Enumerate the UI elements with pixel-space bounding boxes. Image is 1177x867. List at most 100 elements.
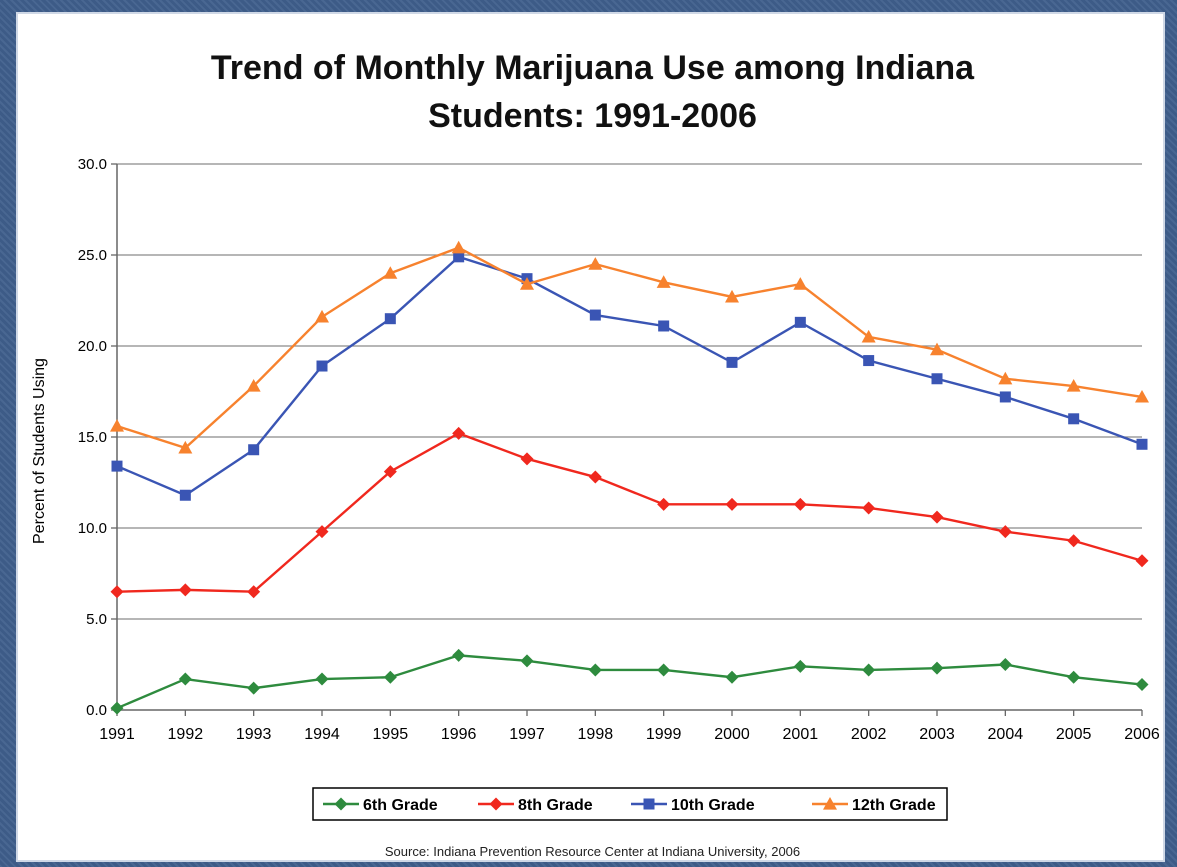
data-point [999, 391, 1011, 403]
x-tick-label: 2006 [1124, 726, 1160, 743]
legend: 6th Grade 8th Grade 10th Grade 12th Grade [312, 787, 948, 821]
x-tick-label: 2005 [1056, 726, 1092, 743]
legend-label: 8th Grade [518, 797, 593, 814]
legend-item: 6th Grade [323, 797, 438, 814]
x-tick-label: 1999 [646, 726, 682, 743]
x-tick-label: 1996 [441, 726, 477, 743]
data-point [110, 585, 124, 599]
data-point [931, 373, 943, 385]
x-tick-label: 2001 [783, 726, 819, 743]
x-tick-label: 2003 [919, 726, 955, 743]
data-point [383, 670, 397, 684]
y-tick-label: 10.0 [78, 520, 107, 537]
data-point [861, 329, 876, 343]
x-tick-label: 1997 [509, 726, 545, 743]
x-tick-label: 2002 [851, 726, 887, 743]
data-point [452, 648, 466, 662]
series-line [116, 246, 1143, 450]
y-tick-label: 25.0 [78, 247, 107, 264]
x-tick-label: 1992 [168, 726, 204, 743]
data-point [793, 277, 808, 290]
data-point [588, 470, 602, 484]
data-point [1067, 534, 1081, 548]
data-point [588, 663, 602, 677]
data-point [725, 289, 739, 303]
x-tick-label: 1993 [236, 726, 272, 743]
data-point [384, 313, 396, 325]
data-point [520, 654, 534, 668]
data-point [316, 360, 328, 372]
data-point [794, 316, 806, 328]
data-point [863, 355, 875, 367]
series-6th-grade [110, 648, 1149, 715]
data-point [930, 510, 944, 524]
y-tick-label: 20.0 [78, 338, 107, 355]
y-axis-label: Percent of Students Using [31, 358, 48, 544]
data-point [1135, 389, 1149, 403]
legend-item: 10th Grade [631, 797, 755, 814]
data-point [793, 497, 807, 511]
data-point [315, 525, 329, 539]
data-point [793, 659, 807, 673]
series-10th-grade [111, 251, 1148, 501]
axes [111, 163, 1143, 716]
data-point [383, 465, 397, 479]
data-point [1136, 438, 1148, 450]
legend-marker [643, 798, 655, 810]
x-tick-label: 1991 [99, 726, 135, 743]
data-point [1066, 379, 1081, 392]
series-line [116, 654, 1143, 710]
legend-item: 12th Grade [812, 797, 936, 814]
data-point [998, 658, 1012, 671]
data-point [520, 277, 534, 290]
data-point [725, 670, 739, 684]
y-tick-labels: 0.0 5.0 10.0 15.0 20.0 25.0 30.0 [78, 156, 107, 719]
data-point [726, 356, 738, 368]
data-point [1135, 554, 1149, 568]
data-point [930, 661, 944, 675]
grid-lines [117, 163, 1142, 620]
data-point [998, 525, 1012, 539]
data-point [1067, 670, 1081, 684]
data-point [452, 426, 466, 440]
y-tick-label: 15.0 [78, 429, 107, 446]
chart-title-line-2: Students: 1991-2006 [428, 97, 757, 135]
legend-label: 6th Grade [363, 797, 438, 814]
x-tick-label: 1995 [373, 726, 409, 743]
series-12th-grade [110, 240, 1149, 454]
legend-marker [489, 797, 503, 811]
data-point [657, 663, 671, 677]
data-point [248, 444, 260, 456]
data-point [656, 275, 671, 288]
data-point [247, 585, 261, 599]
data-point [998, 371, 1013, 385]
source-note: Source: Indiana Prevention Resource Cent… [384, 844, 801, 859]
x-tick-label: 2004 [988, 726, 1024, 743]
data-point [110, 701, 124, 715]
legend-item: 8th Grade [478, 797, 593, 814]
data-point [451, 240, 466, 254]
legend-marker [823, 797, 837, 810]
y-tick-label: 0.0 [86, 702, 107, 719]
data-point [725, 497, 739, 511]
series-group [110, 240, 1149, 715]
legend-label: 12th Grade [852, 797, 936, 814]
y-tick-label: 30.0 [78, 156, 107, 173]
data-point [246, 379, 261, 392]
data-point [178, 672, 192, 686]
data-point [862, 501, 876, 515]
series-8th-grade [110, 426, 1149, 599]
legend-marker [334, 797, 348, 811]
data-point [179, 489, 191, 501]
line-chart: 0.05.010.015.020.025.030.0 1991 1992 1993 1… [31, 156, 1160, 821]
legend-label: 10th Grade [671, 797, 755, 814]
data-point [315, 672, 329, 686]
data-point [658, 320, 670, 332]
data-point [383, 266, 398, 279]
chart-title: Trend of Monthly Marijuana Use among Ind… [18, 44, 1167, 140]
chart-title-line-1: Trend of Monthly Marijuana Use among Ind… [210, 49, 975, 87]
x-tick-label: 2000 [714, 726, 750, 743]
data-point [520, 452, 534, 466]
data-point [657, 497, 671, 511]
data-point [111, 460, 123, 472]
